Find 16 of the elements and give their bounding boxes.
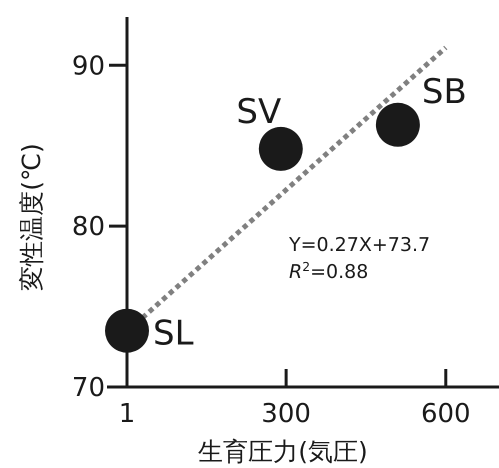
x-tick-label: 300 (261, 399, 311, 429)
point (258, 126, 303, 171)
point (376, 102, 420, 147)
x-tick-label: 600 (420, 399, 471, 429)
y-tick-label: 80 (72, 212, 105, 242)
series-label: SV (236, 92, 282, 132)
point (105, 308, 149, 353)
x-tick-label: 1 (118, 399, 136, 429)
y-tick-label: 70 (72, 373, 105, 403)
series-label: SB (422, 72, 467, 112)
y-axis-title: 変性温度(℃) (17, 143, 46, 291)
x-axis-title: 生育圧力(気圧) (198, 437, 368, 466)
annotation: R$^{2}$=0.88 (289, 260, 368, 283)
series-label: SL (153, 314, 194, 354)
annotation: Y=0.27X+73.7 (288, 234, 430, 256)
y-tick-label: 90 (72, 51, 105, 82)
